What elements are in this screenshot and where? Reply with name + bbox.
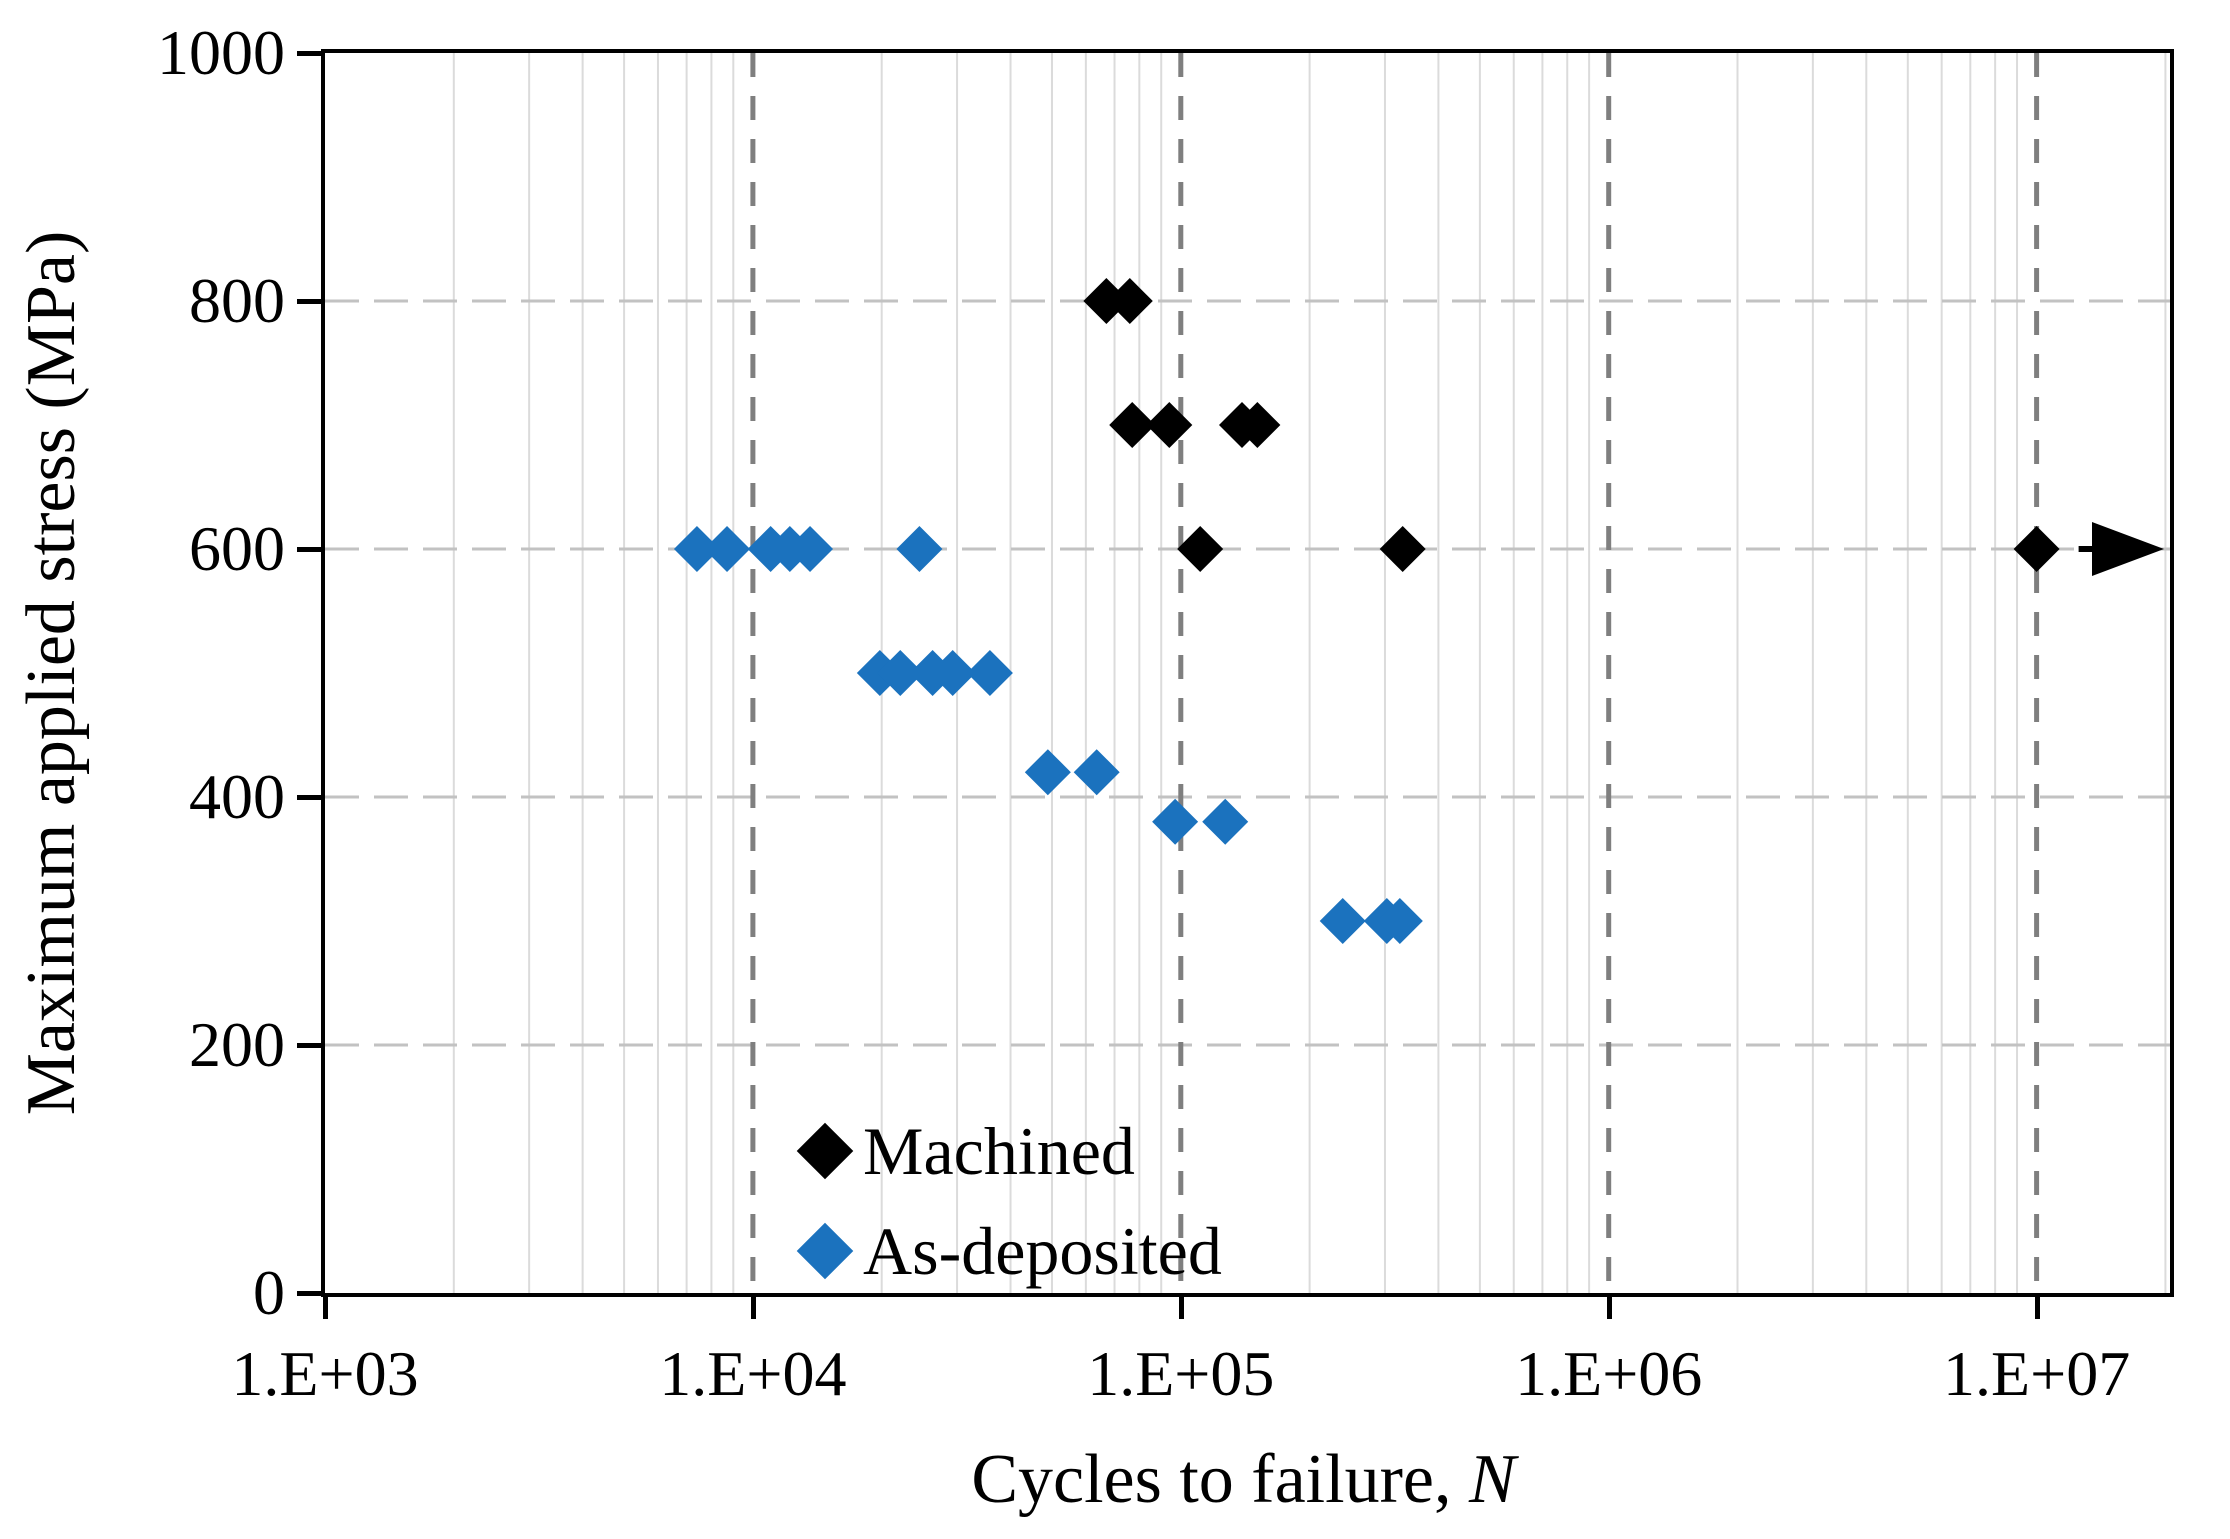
y-axis-tick-label: 600 (189, 513, 285, 584)
legend-label-machined: Machined (863, 1113, 1135, 1189)
plot-area: Machined As-deposited (321, 49, 2174, 1297)
data-point-as-deposited (1152, 798, 1199, 845)
data-point-as-deposited (1024, 749, 1071, 796)
data-point-machined (1109, 402, 1156, 448)
x-axis-tick (2034, 1293, 2040, 1319)
data-point-machined (1234, 402, 1281, 448)
y-axis-tick (297, 547, 323, 552)
data-point-machined (1106, 278, 1153, 324)
data-point-as-deposited (1073, 749, 1120, 796)
y-axis-title: Maximum applied stress (MPa) (13, 230, 90, 1116)
data-point-as-deposited (1202, 798, 1249, 845)
data-point-as-deposited (929, 650, 976, 696)
data-point-as-deposited (1319, 898, 1366, 944)
runout-arrow-head-icon (2092, 522, 2164, 576)
x-axis-title-symbol: N (1468, 1441, 1516, 1518)
y-axis-tick-label: 400 (189, 761, 285, 832)
x-axis-tick-label: 1.E+06 (1515, 1338, 1703, 1409)
machined-diamond-marker-icon (796, 1122, 854, 1180)
data-point-machined (1177, 526, 1224, 572)
y-axis-tick (297, 1043, 323, 1048)
data-point-machined (1146, 402, 1193, 448)
data-point-as-deposited (673, 526, 720, 572)
x-axis-tick (1178, 1293, 1184, 1319)
x-axis-tick-label: 1.E+03 (231, 1338, 419, 1409)
data-point-machined (1083, 278, 1130, 324)
legend-label-as-deposited: As-deposited (863, 1213, 1222, 1289)
x-axis-tick (323, 1293, 328, 1319)
legend-item-as-deposited: As-deposited (796, 1201, 1222, 1301)
x-axis-tick-label: 1.E+04 (659, 1338, 847, 1409)
data-point-as-deposited (966, 650, 1013, 696)
y-axis-tick (297, 299, 323, 304)
data-point-machined (1379, 526, 1426, 572)
as-deposited-diamond-marker-icon (796, 1222, 854, 1280)
y-axis-tick (297, 51, 323, 56)
x-axis-title: Cycles to failure, N (321, 1440, 2166, 1520)
x-axis-tick (1606, 1293, 1612, 1319)
data-point-as-deposited (704, 526, 751, 572)
x-axis-tick-label: 1.E+07 (1943, 1338, 2131, 1409)
chart-canvas (325, 53, 2170, 1293)
y-axis-tick-label: 200 (189, 1009, 285, 1080)
legend: Machined As-deposited (796, 1101, 1222, 1301)
data-point-as-deposited (877, 650, 924, 696)
x-axis-tick (750, 1293, 756, 1319)
y-axis-tick-label: 1000 (157, 17, 285, 88)
y-axis-tick (297, 795, 323, 800)
x-axis-title-text: Cycles to failure, (971, 1441, 1469, 1518)
y-axis-tick (297, 1291, 323, 1296)
data-point-as-deposited (1376, 898, 1423, 944)
data-point-as-deposited (787, 526, 834, 572)
y-axis-tick-label: 800 (189, 265, 285, 336)
data-point-as-deposited (896, 526, 943, 572)
legend-item-machined: Machined (796, 1101, 1222, 1201)
x-axis-tick-label: 1.E+05 (1087, 1338, 1275, 1409)
data-point-machined-runout (2013, 526, 2060, 572)
y-axis-tick-label: 0 (253, 1257, 285, 1328)
